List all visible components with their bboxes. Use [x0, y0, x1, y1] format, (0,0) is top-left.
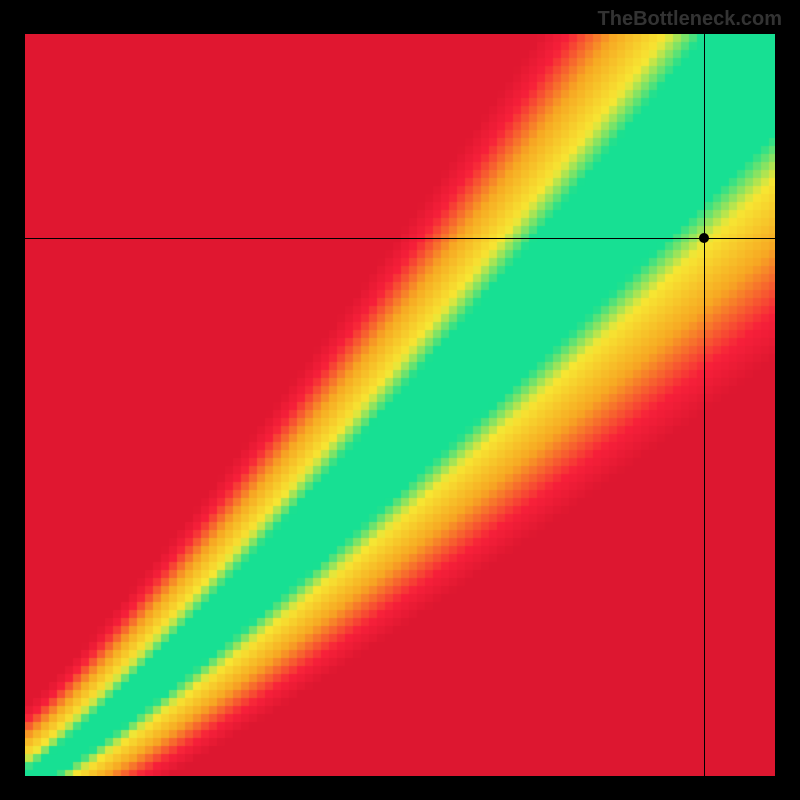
crosshair-vertical: [704, 34, 705, 776]
watermark-text: TheBottleneck.com: [598, 8, 782, 31]
marker-dot: [699, 233, 709, 243]
heatmap-plot: [25, 34, 775, 776]
crosshair-horizontal: [25, 238, 775, 239]
heatmap-canvas: [25, 34, 775, 776]
